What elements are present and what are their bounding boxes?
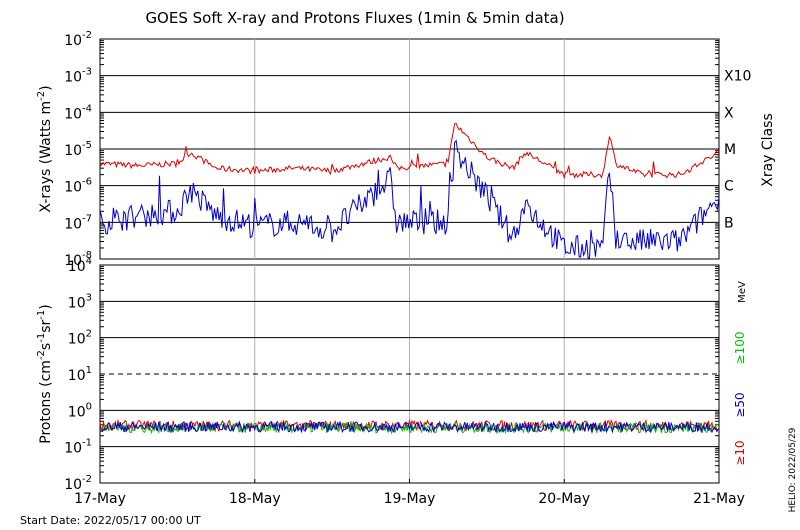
xray-gridlines bbox=[100, 39, 719, 259]
xray-short-series bbox=[99, 139, 720, 259]
chart-title: GOES Soft X-ray and Protons Fluxes (1min… bbox=[145, 9, 564, 27]
x-tick-label: 21-May bbox=[693, 491, 745, 507]
xray-y-axis-label: X-rays (Watts m-2) bbox=[36, 85, 54, 212]
mev-unit-label: MeV bbox=[737, 281, 748, 303]
y-tick-label: 10-2 bbox=[64, 30, 92, 49]
xray-y-tick-labels: 10-210-310-410-510-610-710-8 bbox=[64, 30, 92, 269]
y-tick-label: 10-5 bbox=[64, 140, 92, 159]
xray-class-m: M bbox=[724, 142, 736, 158]
xray-class-axis-label: Xray Class bbox=[760, 113, 776, 187]
y-tick-label: 10-1 bbox=[64, 438, 92, 457]
xray-class-c: C bbox=[724, 179, 734, 195]
y-tick-label: 101 bbox=[68, 365, 92, 384]
x-tick-label: 17-May bbox=[74, 491, 126, 507]
helio-credit: HELIO: 2022/05/29 bbox=[788, 427, 798, 512]
energy-labels: ≥100 ≥50 ≥10 bbox=[733, 332, 747, 466]
y-tick-label: 100 bbox=[68, 401, 92, 420]
proton-y-axis-label: Protons (cm-2s-1sr-1) bbox=[36, 304, 54, 443]
y-tick-label: 10-4 bbox=[64, 103, 92, 122]
x-tick-label: 20-May bbox=[538, 491, 590, 507]
y-tick-label: 102 bbox=[68, 329, 92, 348]
energy-label: ≥100 bbox=[733, 332, 747, 365]
proton-gridlines bbox=[100, 265, 719, 483]
y-tick-label: 10-6 bbox=[64, 177, 92, 196]
y-tick-label: 104 bbox=[68, 256, 92, 275]
start-date-label: Start Date: 2022/05/17 00:00 UT bbox=[20, 514, 201, 527]
xray-class-b: B bbox=[724, 215, 734, 231]
y-tick-label: 10-7 bbox=[64, 213, 92, 232]
xray-series bbox=[99, 122, 720, 259]
xray-class-x10: X10 bbox=[724, 69, 751, 85]
xray-long-series bbox=[99, 122, 720, 180]
x-tick-label: 19-May bbox=[384, 491, 436, 507]
x-axis-tick-labels: 17-May 18-May 19-May 20-May 21-May bbox=[74, 479, 745, 507]
energy-label: ≥50 bbox=[733, 392, 747, 417]
y-tick-label: 103 bbox=[68, 292, 92, 311]
proton-series-0 bbox=[99, 418, 719, 433]
y-tick-label: 10-3 bbox=[64, 67, 92, 86]
energy-label: ≥10 bbox=[733, 440, 747, 465]
proton-series-2 bbox=[99, 420, 719, 434]
x-tick-label: 18-May bbox=[229, 491, 281, 507]
xray-class-x: X bbox=[724, 105, 734, 121]
xray-class-labels: X10 X M C B bbox=[724, 69, 751, 232]
proton-series bbox=[99, 418, 719, 435]
